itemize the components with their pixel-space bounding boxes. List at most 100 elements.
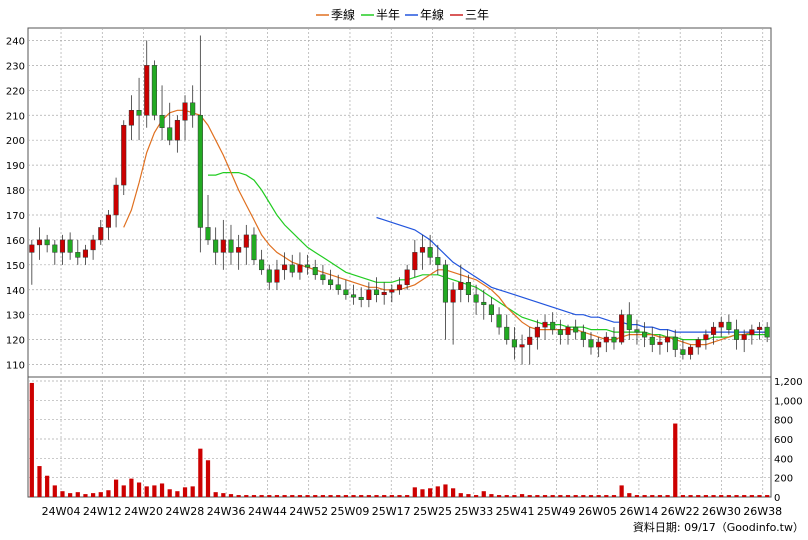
candle-body bbox=[427, 247, 433, 258]
x-tick-label: 25W49 bbox=[537, 505, 576, 518]
candle bbox=[373, 277, 380, 303]
volume-bar bbox=[673, 423, 678, 497]
candle-body bbox=[611, 336, 617, 343]
volume-bar bbox=[320, 495, 326, 497]
candle-body bbox=[695, 339, 701, 348]
svg-text:三年: 三年 bbox=[465, 8, 489, 22]
x-tick-label: 26W38 bbox=[743, 505, 782, 518]
volume-bar bbox=[650, 495, 655, 497]
candle bbox=[634, 319, 640, 345]
candle bbox=[642, 322, 648, 348]
candle bbox=[151, 60, 157, 121]
volume-bar bbox=[657, 495, 663, 497]
volume-bar bbox=[205, 460, 211, 497]
volume-bar bbox=[305, 495, 310, 497]
candle-body bbox=[243, 234, 249, 248]
volume-bar bbox=[121, 485, 126, 497]
legend: 季線 半年 年線 三年 bbox=[316, 7, 489, 22]
candle bbox=[213, 227, 219, 265]
volume-bar bbox=[573, 495, 578, 497]
volume-bar bbox=[466, 494, 471, 497]
volume-tick-label: 0 bbox=[774, 493, 780, 504]
volume-bar bbox=[458, 493, 463, 497]
candle-body bbox=[649, 336, 655, 345]
volume-bar bbox=[213, 492, 218, 497]
volume-bar bbox=[113, 479, 119, 497]
candle bbox=[465, 274, 471, 303]
candle bbox=[442, 259, 449, 340]
candle bbox=[626, 302, 632, 340]
x-tick-label: 24W52 bbox=[289, 505, 328, 518]
candle-body bbox=[220, 239, 226, 253]
volume-bar bbox=[696, 495, 701, 497]
candle bbox=[450, 282, 456, 345]
candle-body bbox=[174, 119, 180, 141]
candle-body bbox=[458, 282, 464, 290]
x-tick-label: 25W41 bbox=[496, 505, 535, 518]
candle bbox=[481, 289, 487, 320]
price-tick-label: 140 bbox=[6, 286, 25, 297]
candle bbox=[144, 40, 150, 128]
candle-body bbox=[381, 291, 387, 295]
volume-bar bbox=[236, 495, 241, 497]
volume-bar bbox=[611, 495, 617, 497]
volume-bar bbox=[443, 484, 448, 497]
candle bbox=[565, 324, 571, 345]
candle bbox=[328, 269, 334, 290]
candle bbox=[573, 319, 579, 340]
volume-bar bbox=[512, 495, 517, 497]
candle bbox=[603, 332, 609, 353]
candle-body bbox=[481, 301, 487, 305]
candle-body bbox=[36, 239, 43, 246]
volume-bar bbox=[642, 495, 647, 497]
svg-text:半年: 半年 bbox=[376, 8, 400, 22]
candle-body bbox=[59, 239, 66, 253]
candle-body bbox=[396, 284, 403, 290]
x-axis: 24W04 24W12 24W20 24W28 24W36 24W44 24W52 25W09… bbox=[42, 505, 783, 518]
volume-bar bbox=[581, 495, 586, 497]
volume-bar bbox=[412, 487, 417, 497]
candle-body bbox=[98, 227, 104, 241]
price-tick-label: 130 bbox=[6, 311, 25, 322]
volume-bar bbox=[267, 495, 272, 497]
candle bbox=[619, 309, 625, 345]
volume-tick-label: 600 bbox=[774, 435, 793, 446]
volume-bar bbox=[428, 488, 433, 497]
candle bbox=[274, 259, 280, 290]
candle bbox=[665, 329, 671, 353]
candle bbox=[580, 324, 586, 348]
volume-bar bbox=[136, 482, 142, 497]
candle-body bbox=[190, 102, 196, 116]
candle-body bbox=[741, 334, 747, 340]
volume-bar bbox=[473, 495, 479, 497]
candle bbox=[389, 284, 395, 303]
candle-body bbox=[366, 289, 372, 300]
candle-body bbox=[274, 269, 280, 283]
candle-body bbox=[159, 115, 165, 128]
volume-bar bbox=[451, 488, 456, 497]
candle-body bbox=[756, 326, 763, 330]
candle-body bbox=[29, 244, 35, 253]
candle bbox=[36, 227, 43, 260]
volume-bar bbox=[175, 491, 180, 497]
candle-body bbox=[718, 321, 724, 328]
candle bbox=[136, 77, 142, 141]
volume-bar bbox=[167, 489, 172, 497]
candle bbox=[289, 254, 295, 278]
candle-body bbox=[680, 349, 686, 355]
candle bbox=[44, 234, 50, 253]
candle bbox=[82, 244, 88, 265]
candle-body bbox=[634, 329, 640, 333]
volume-bar bbox=[734, 495, 739, 497]
volume-bar bbox=[596, 495, 601, 497]
candle-body bbox=[82, 249, 88, 258]
candle-body bbox=[75, 252, 81, 258]
candle bbox=[488, 297, 494, 323]
candle-body bbox=[733, 329, 740, 340]
candle bbox=[511, 327, 517, 360]
candle-body bbox=[473, 294, 479, 303]
candle-body bbox=[67, 239, 73, 253]
candle bbox=[251, 227, 257, 265]
candle-body bbox=[343, 289, 349, 295]
volume-bar bbox=[634, 495, 640, 497]
